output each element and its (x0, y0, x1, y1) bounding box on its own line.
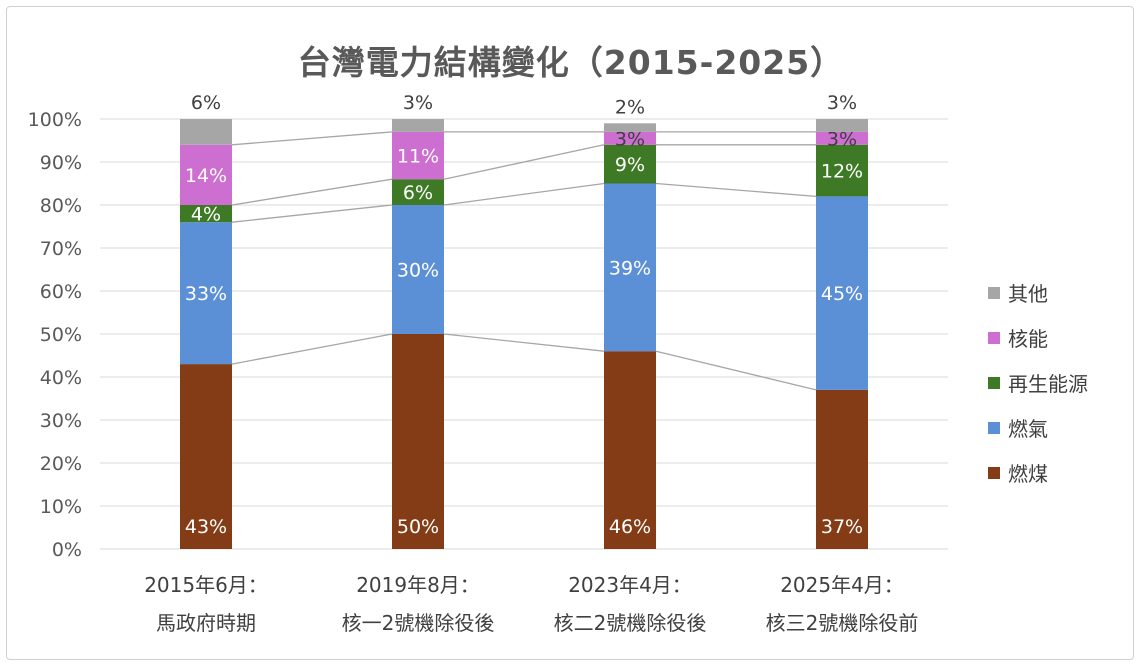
legend-item: 燃氣 (988, 405, 1088, 450)
y-tick-label: 60% (40, 281, 82, 303)
legend-label: 其他 (1008, 282, 1048, 306)
series-line (443, 144, 605, 180)
x-tick-label: 2025年4月： (780, 573, 904, 597)
legend-item: 燃煤 (988, 450, 1088, 495)
y-tick-label: 10% (40, 496, 82, 518)
bar-segment (604, 351, 656, 549)
legend-label: 核能 (1008, 327, 1048, 351)
legend-item: 再生能源 (988, 360, 1088, 405)
bar-segment (604, 144, 656, 184)
series-line (231, 178, 393, 206)
bar-segment (392, 119, 444, 132)
bar-segment (816, 196, 868, 390)
data-label: 6% (191, 92, 221, 114)
data-label: 6% (403, 182, 433, 204)
x-tick-label: 2015年6月： (144, 573, 268, 597)
bar-segment (392, 179, 444, 205)
y-tick-label: 40% (40, 367, 82, 389)
bar-segment (604, 183, 656, 352)
x-tick-label-sub: 核一2號機除役後 (342, 611, 495, 635)
series-line (443, 182, 605, 206)
data-label: 2% (615, 96, 645, 118)
data-label: 9% (615, 154, 645, 176)
legend-item: 核能 (988, 315, 1088, 360)
data-label: 3% (615, 128, 645, 150)
y-tick-label: 70% (40, 238, 82, 260)
data-label: 43% (185, 516, 227, 538)
legend-swatch (988, 421, 1000, 434)
y-tick-label: 0% (52, 539, 82, 561)
bar-segment (604, 131, 656, 145)
bar-segment (604, 123, 656, 132)
x-tick-label-sub: 核二2號機除役後 (554, 611, 707, 635)
bar-segment (180, 222, 232, 365)
data-label: 45% (821, 283, 863, 305)
bar-segment (392, 334, 444, 549)
series-line (231, 131, 393, 146)
legend-item: 其他 (988, 270, 1088, 315)
legend-label: 燃煤 (1008, 462, 1048, 486)
series-line (655, 350, 817, 391)
data-label: 39% (609, 257, 651, 279)
legend-swatch (988, 466, 1000, 479)
y-tick-label: 20% (40, 453, 82, 475)
bar-segment (180, 144, 232, 205)
y-tick-label: 100% (28, 109, 82, 131)
x-tick-label-sub: 馬政府時期 (156, 611, 256, 635)
data-label: 37% (821, 516, 863, 538)
chart-title: 台灣電力結構變化（2015-2025） (297, 43, 845, 82)
series-line (231, 333, 393, 365)
data-label: 3% (827, 92, 857, 114)
series-line (655, 182, 817, 198)
data-label: 46% (609, 516, 651, 538)
y-tick-label: 50% (40, 324, 82, 346)
bar-segment (180, 364, 232, 549)
data-label: 14% (185, 165, 227, 187)
series-line (231, 204, 393, 223)
bar-segment (392, 131, 444, 180)
legend-swatch (988, 331, 1000, 344)
legend-swatch (988, 286, 1000, 299)
bar-segment (816, 131, 868, 145)
data-label: 11% (397, 146, 439, 168)
x-tick-label-sub: 核三2號機除役前 (766, 611, 919, 635)
data-label: 33% (185, 283, 227, 305)
bar-segment (816, 144, 868, 197)
x-tick-label: 2023年4月： (568, 573, 692, 597)
x-tick-label: 2019年8月： (356, 573, 480, 597)
data-label: 50% (397, 516, 439, 538)
data-label: 12% (821, 161, 863, 183)
bar-segment (392, 205, 444, 334)
bar-segment (180, 205, 232, 223)
y-tick-label: 80% (40, 195, 82, 217)
data-label: 3% (403, 92, 433, 114)
legend-swatch (988, 376, 1000, 389)
data-label: 4% (191, 204, 221, 226)
series-line (443, 333, 605, 352)
bar-segment (816, 119, 868, 132)
bar-segment (180, 119, 232, 145)
y-tick-label: 90% (40, 152, 82, 174)
legend-label: 再生能源 (1008, 372, 1088, 396)
y-tick-label: 30% (40, 410, 82, 432)
legend-label: 燃氣 (1008, 417, 1048, 441)
data-label: 3% (827, 128, 857, 150)
bar-segment (816, 389, 868, 549)
data-label: 30% (397, 260, 439, 282)
legend: 其他核能再生能源燃氣燃煤 (988, 270, 1088, 495)
